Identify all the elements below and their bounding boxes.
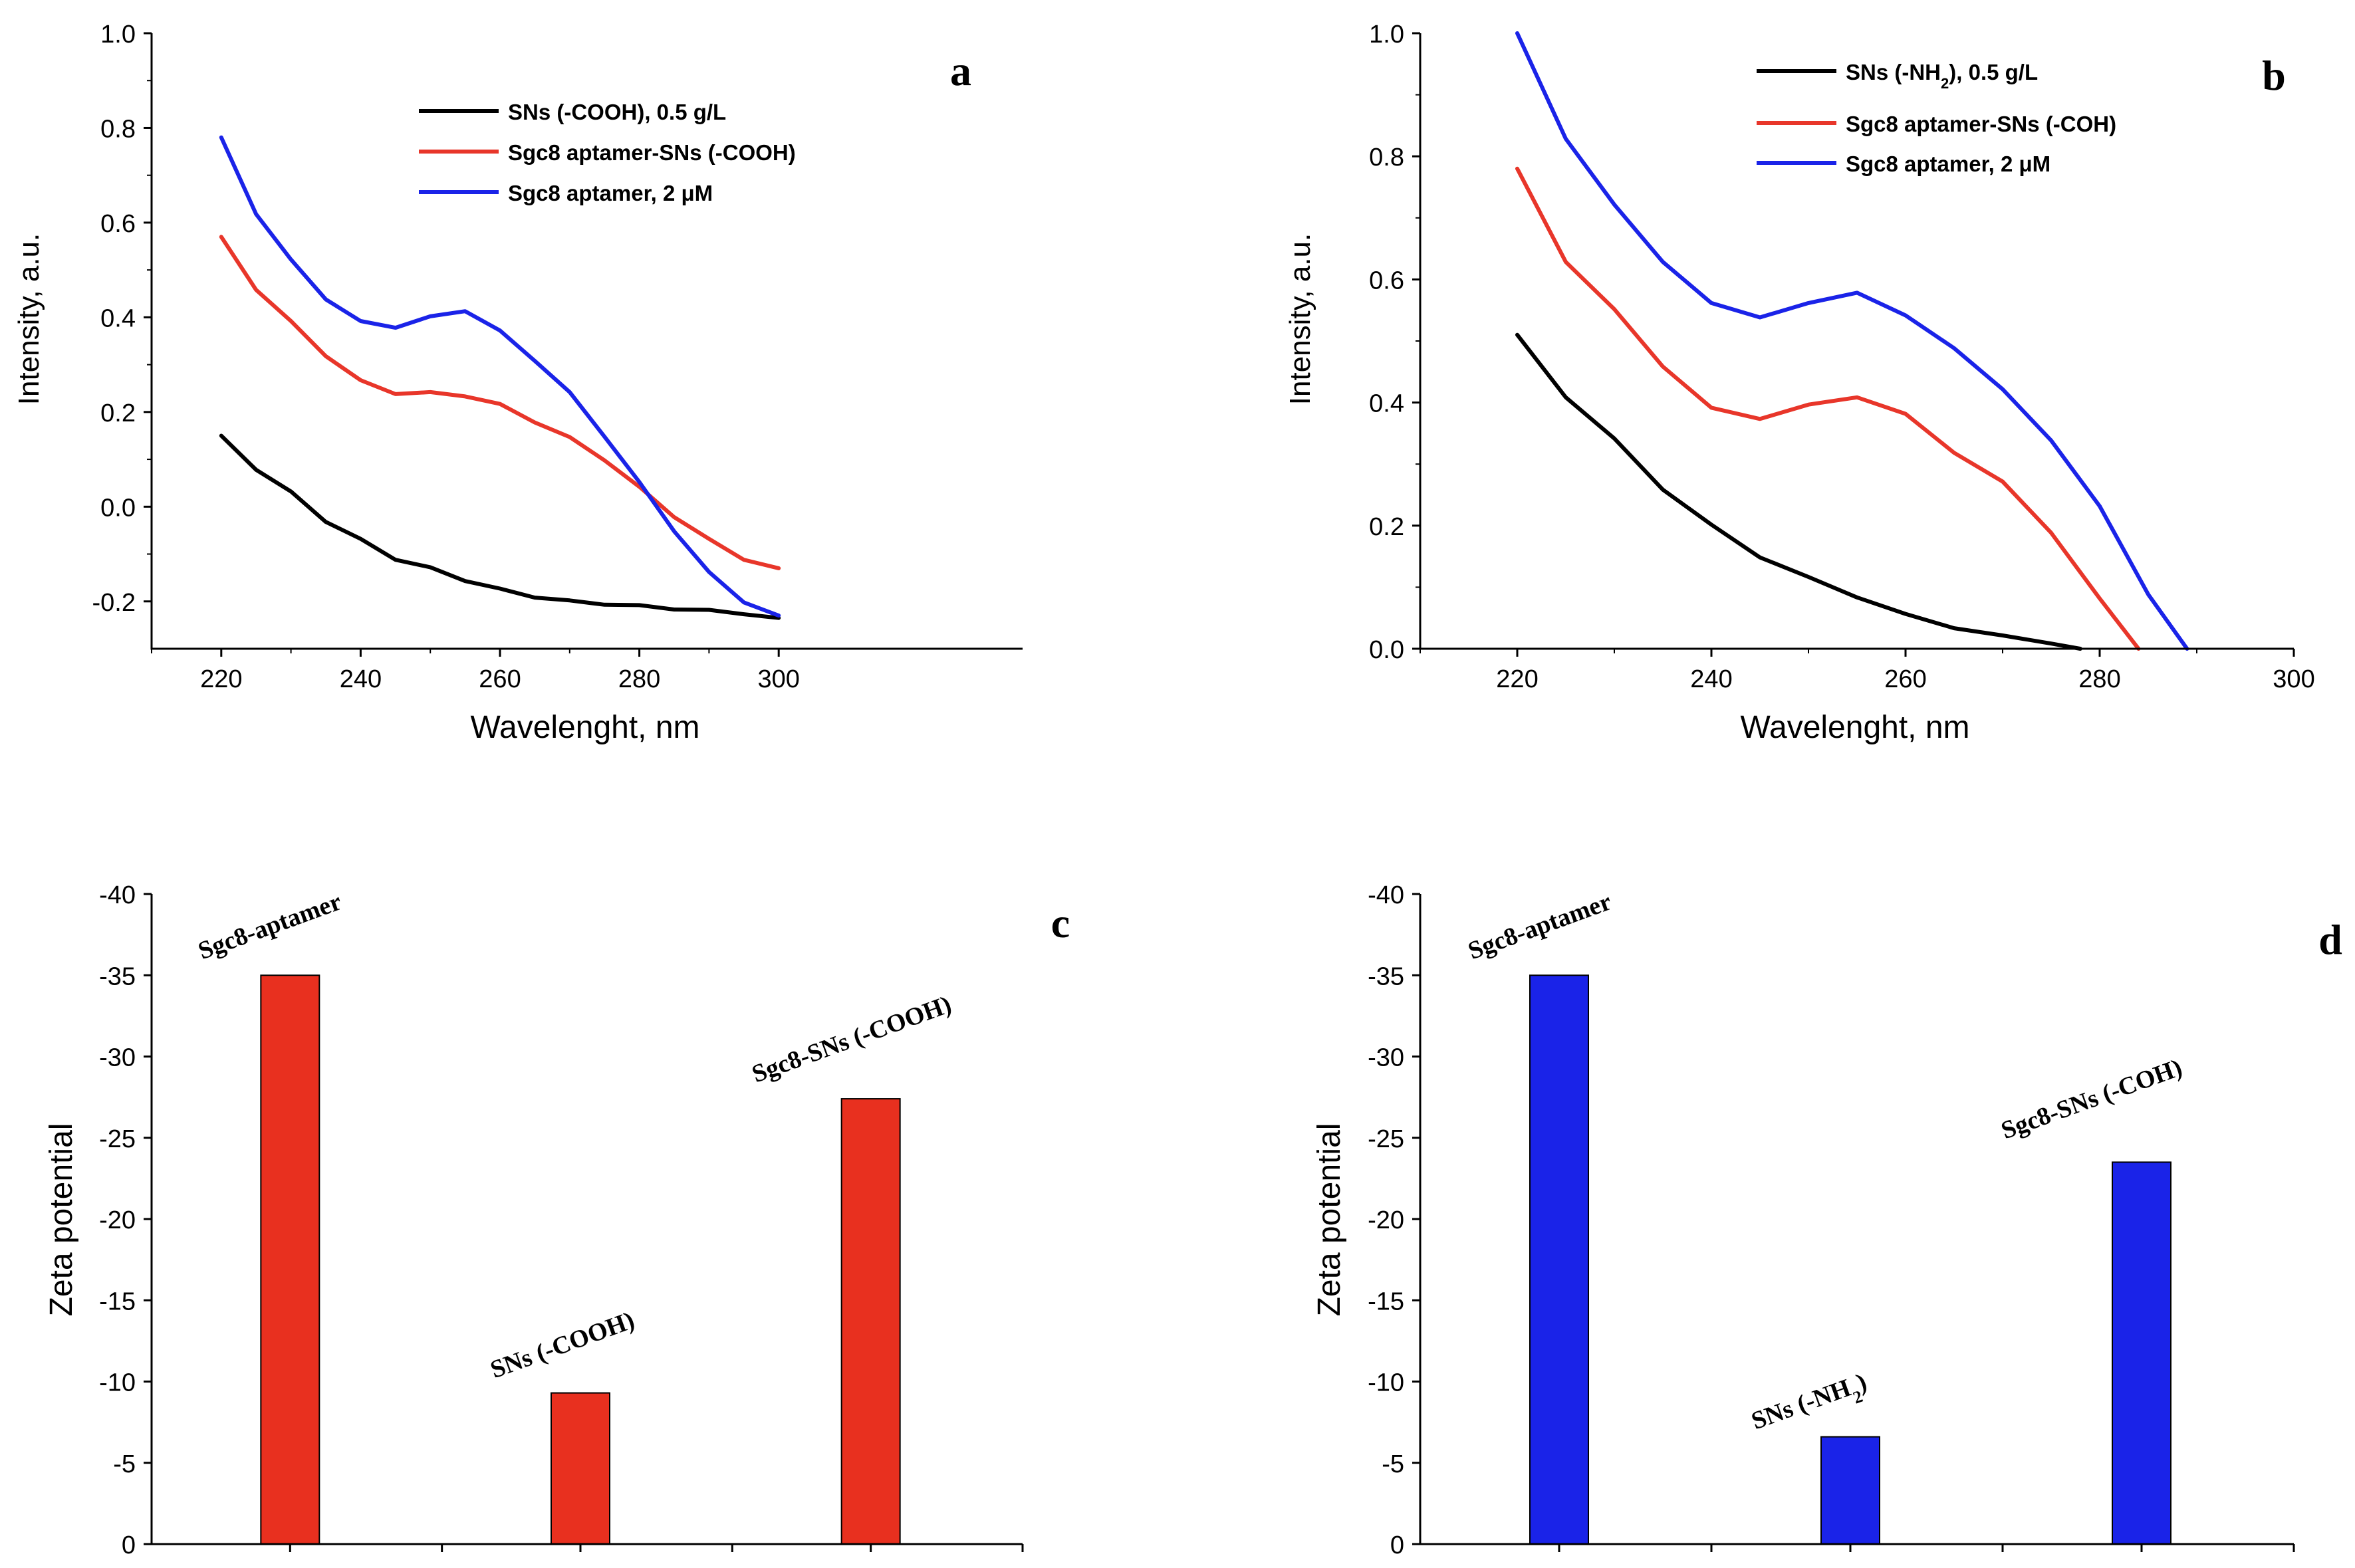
panel-b-legend: SNs (-NH2), 0.5 g/L Sgc8 aptamer-SNs (-C… — [1757, 60, 2116, 176]
panel-b-series-line-2 — [1515, 31, 2189, 651]
panel-a-y-tick-label: 0.2 — [100, 399, 136, 427]
panel-c-y-tick-label: -10 — [99, 1369, 136, 1397]
panel-b-x-tick-label: 220 — [1496, 665, 1538, 693]
panel-b-y-tick-label: 0.4 — [1369, 390, 1404, 418]
panel-c-y-tick-label: -30 — [99, 1044, 136, 1072]
panel-d-y-tick-label: -15 — [1368, 1288, 1404, 1315]
panel-d-y-tick-label: 0 — [1390, 1531, 1404, 1559]
panel-d-y-tick-label: -30 — [1368, 1044, 1404, 1072]
panel-a-series-line-1 — [219, 235, 781, 570]
panel-a-y-tick-label: -0.2 — [92, 589, 136, 617]
panel-d-y-tick-label: -40 — [1368, 881, 1404, 909]
panel-b-y-tick-label: 1.0 — [1369, 21, 1404, 49]
panel-b-y-tick-label: 0.2 — [1369, 513, 1404, 541]
panel-b-x-tick-label: 240 — [1690, 665, 1732, 693]
panel-a-y-tick-label: 1.0 — [100, 21, 136, 49]
panel-d-bar-2 — [2112, 1161, 2171, 1545]
panel-b-y-tick-label: 0.8 — [1369, 144, 1404, 171]
panel-b-axes — [1419, 33, 2294, 650]
panel-a-x-tick-label: 260 — [479, 665, 521, 693]
panel-a-y-tick-label: 0.8 — [100, 115, 136, 143]
panel-d-label: d — [2318, 916, 2342, 963]
panel-c-y-tick-label: -35 — [99, 962, 136, 990]
panel-a-legend-entry-2: Sgc8 aptamer, 2 μM — [508, 181, 713, 205]
panel-b-legend-entry-0: SNs (-NH2), 0.5 g/L — [1846, 60, 2038, 92]
panel-b-series-line-0 — [1515, 332, 2082, 651]
panel-d-y-tick-label: -10 — [1368, 1369, 1404, 1397]
panel-b-y-axis-label: Intensity, a.u. — [1284, 233, 1316, 405]
panel-a-y-tick-label: 0.6 — [100, 210, 136, 238]
panel-c-bar-chart: 0 -5 -10 -15 -20 -25 -30 -35 -40 c Zeta potentia… — [44, 881, 1070, 1559]
panel-a-x-tick-label: 240 — [340, 665, 382, 693]
panel-a-legend: SNs (-COOH), 0.5 g/L Sgc8 aptamer-SNs (-… — [419, 100, 796, 205]
panel-a-x-axis-label: Wavelenght, nm — [470, 710, 699, 745]
panel-b-x-axis-label: Wavelenght, nm — [1740, 710, 1969, 745]
panel-d-category-label-2: Sgc8-SNs (-COH) — [1997, 1054, 2185, 1145]
panel-b-series-line-1 — [1515, 166, 2141, 651]
panel-b-y-tick-label: 0.0 — [1369, 636, 1404, 664]
panel-c-bar-2 — [840, 1098, 901, 1545]
panel-c-category-label-0: Sgc8-aptamer — [195, 887, 346, 965]
panel-b-legend-entry-1: Sgc8 aptamer-SNs (-COH) — [1846, 112, 2116, 136]
panel-c-y-tick-label: -25 — [99, 1125, 136, 1153]
panel-d-category-label-1: SNs (-NH2) — [1748, 1368, 1873, 1442]
panel-a-y-tick-label: 0.0 — [100, 494, 136, 522]
panel-d-y-tick-label: -20 — [1368, 1206, 1404, 1234]
panel-d-axes — [1419, 894, 2294, 1545]
panel-b-x-tick-label: 260 — [1884, 665, 1926, 693]
panel-d-y-tick-label: -5 — [1382, 1450, 1404, 1478]
panel-c-category-label-1: SNs (-COOH) — [487, 1306, 638, 1384]
panel-a-series-line-0 — [219, 433, 781, 620]
panel-c-label: c — [1051, 899, 1070, 947]
panel-d-y-tick-label: -35 — [1368, 962, 1404, 990]
panel-a-legend-entry-0: SNs (-COOH), 0.5 g/L — [508, 100, 726, 124]
panel-b-x-tick-label: 300 — [2273, 665, 2314, 693]
panel-d-bar-chart: 0 -5 -10 -15 -20 -25 -30 -35 -40 d Zeta potentia… — [1312, 881, 2342, 1559]
panel-c-bar-1 — [551, 1392, 610, 1545]
panel-c-y-tick-label: -5 — [113, 1450, 136, 1478]
panel-c-y-tick-label: -40 — [99, 881, 136, 909]
panel-c-y-tick-label: -15 — [99, 1288, 136, 1315]
panel-c-bar-0 — [260, 974, 320, 1545]
panel-c-y-axis-label: Zeta potential — [44, 1123, 79, 1317]
panel-a-label: a — [950, 47, 971, 94]
panel-a-y-axis-label: Intensity, a.u. — [13, 233, 45, 405]
panel-d-bar-0 — [1529, 974, 1589, 1545]
panel-a-y-tick-label: 0.4 — [100, 304, 136, 332]
panel-d-category-label-0: Sgc8-aptamer — [1465, 887, 1616, 965]
panel-c-axes — [150, 894, 1023, 1545]
panel-b-y-tick-label: 0.6 — [1369, 267, 1404, 294]
panel-a-axes — [150, 33, 1023, 650]
panel-d-y-tick-label: -25 — [1368, 1125, 1404, 1153]
panel-b-x-tick-label: 280 — [2078, 665, 2120, 693]
panel-c-y-tick-label: -20 — [99, 1206, 136, 1234]
panel-a-x-tick-label: 280 — [618, 665, 660, 693]
panel-d-bar-1 — [1820, 1436, 1880, 1545]
panel-b-label: b — [2262, 52, 2286, 99]
panel-a-x-tick-label: 220 — [200, 665, 242, 693]
panel-c-y-tick-label: 0 — [122, 1531, 136, 1559]
panel-d-y-axis-label: Zeta potential — [1312, 1123, 1347, 1317]
panel-c-category-label-2: Sgc8-SNs (-COOH) — [748, 990, 955, 1088]
panel-a-legend-entry-1: Sgc8 aptamer-SNs (-COOH) — [508, 140, 796, 165]
panel-a-x-tick-label: 300 — [757, 665, 799, 693]
panel-a-series-line-2 — [219, 135, 781, 618]
panel-b-legend-entry-2: Sgc8 aptamer, 2 μM — [1846, 152, 2050, 176]
panel-b-line-chart: 0.0 0.2 0.4 0.6 0.8 1.0 220 240 260 280 300 b Wave… — [1284, 21, 2315, 745]
